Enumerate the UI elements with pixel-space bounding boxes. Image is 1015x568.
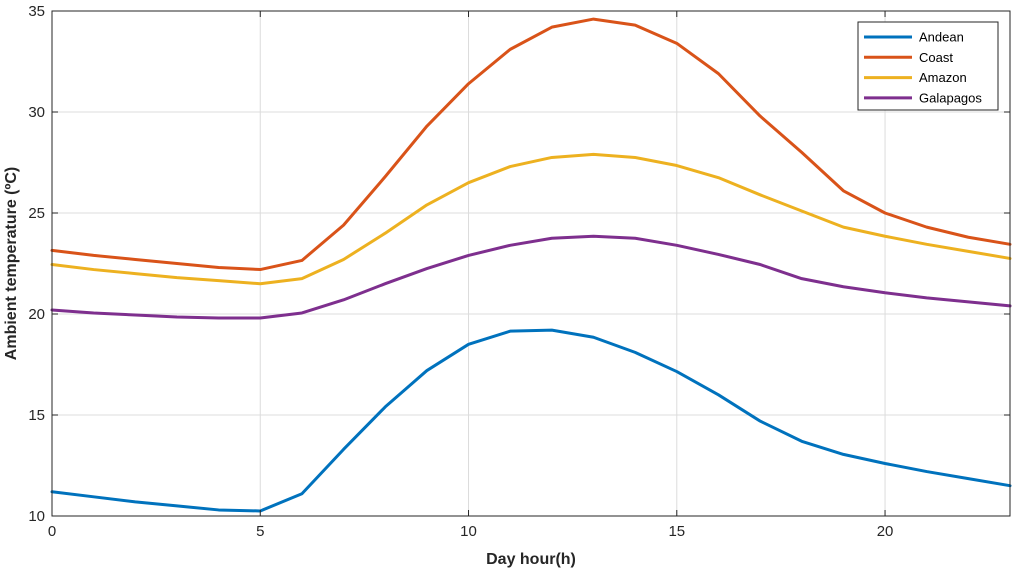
series-line-galapagos: [50, 234, 1012, 320]
y-tick-label: 30: [28, 104, 45, 121]
series-line-andean: [50, 328, 1012, 513]
x-axis-title: Day hour(h): [486, 551, 576, 568]
y-tick-label: 25: [28, 205, 45, 222]
series-line-amazon: [50, 152, 1012, 286]
x-tick-label: 15: [668, 523, 685, 540]
y-tick-label: 10: [28, 508, 45, 525]
x-tick-label: 20: [877, 523, 894, 540]
legend-label-galapagos: Galapagos: [919, 90, 982, 105]
legend-label-andean: Andean: [919, 30, 964, 45]
legend-label-amazon: Amazon: [919, 70, 967, 85]
x-tick-label: 0: [48, 523, 56, 540]
series-lines: [50, 17, 1012, 513]
x-tick-label: 10: [460, 523, 477, 540]
legend: Andean Coast Amazon Galapagos: [857, 21, 999, 111]
plot-box: [51, 10, 1011, 517]
plot-background: [52, 11, 1010, 516]
x-tick-label: 5: [256, 523, 264, 540]
axis-ticks: 0 5 10 15 20 10 15 20 25 30 35: [28, 3, 1010, 540]
series-line-coast: [50, 17, 1012, 272]
y-tick-label: 35: [28, 3, 45, 20]
y-tick-label: 20: [28, 306, 45, 323]
y-tick-label: 15: [28, 407, 45, 424]
legend-label-coast: Coast: [919, 50, 953, 65]
y-axis-title: Ambient temperature (ºC): [3, 167, 20, 360]
